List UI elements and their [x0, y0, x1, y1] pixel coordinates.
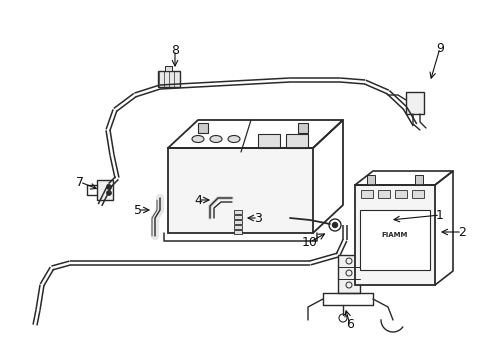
Text: 6: 6 [346, 319, 353, 332]
Bar [234, 210, 242, 214]
Bar [198, 123, 207, 133]
Bar [158, 71, 180, 87]
Bar [234, 220, 242, 224]
Circle shape [332, 222, 337, 228]
Text: 5: 5 [134, 203, 142, 216]
Bar [285, 134, 307, 148]
Bar [234, 230, 242, 234]
Text: 7: 7 [76, 176, 84, 189]
Bar [354, 185, 434, 285]
Text: 1: 1 [435, 208, 443, 221]
Bar [405, 92, 423, 114]
Bar [366, 175, 374, 185]
Circle shape [106, 185, 111, 189]
Circle shape [106, 190, 111, 195]
Text: 9: 9 [435, 41, 443, 54]
Bar [168, 148, 312, 233]
Bar [164, 66, 172, 71]
Text: FIAMM: FIAMM [381, 232, 407, 238]
Text: 3: 3 [254, 212, 262, 225]
Bar [258, 134, 280, 148]
Bar [394, 190, 406, 198]
Bar [97, 180, 113, 200]
Ellipse shape [227, 135, 240, 143]
Ellipse shape [192, 135, 203, 143]
Bar [234, 215, 242, 219]
Bar [337, 255, 359, 293]
Text: 4: 4 [194, 194, 202, 207]
Bar [234, 225, 242, 229]
Bar [377, 190, 389, 198]
Bar [297, 123, 307, 133]
Text: 2: 2 [457, 225, 465, 239]
Text: 10: 10 [302, 235, 317, 248]
Bar [360, 190, 372, 198]
Bar [414, 175, 422, 185]
Bar [359, 210, 429, 270]
Bar [411, 190, 423, 198]
Ellipse shape [209, 135, 222, 143]
Text: 8: 8 [171, 44, 179, 57]
